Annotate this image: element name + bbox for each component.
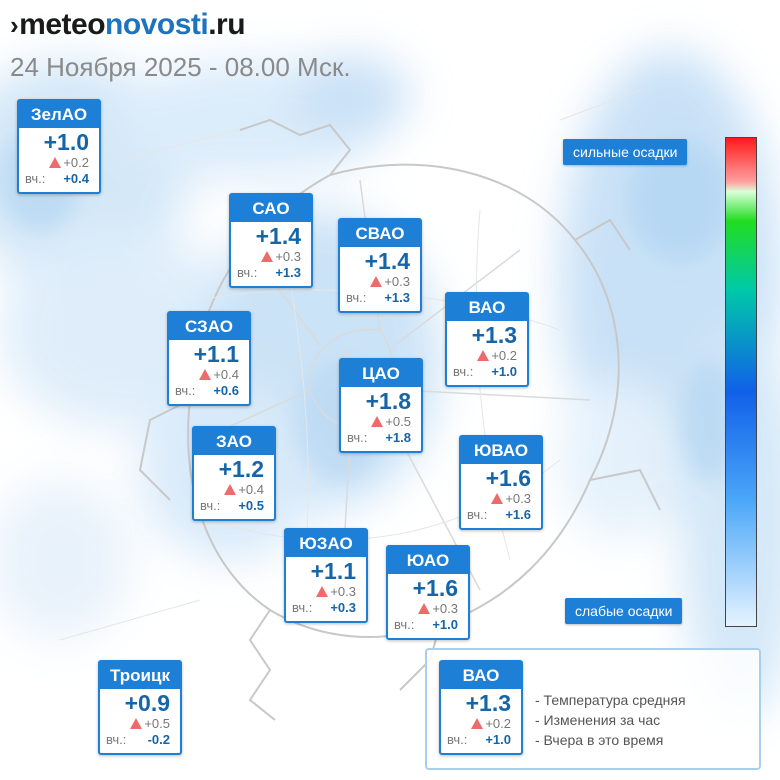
district-name: ВАО (441, 662, 521, 689)
district-change: +0.5 (100, 716, 180, 732)
district-card-vao[interactable]: ВАО +1.3 +0.2 вч.: +1.0 (445, 292, 529, 387)
district-name: ЮАО (388, 547, 468, 574)
district-temperature: +1.1 (310, 558, 356, 584)
district-temperature: +0.9 (124, 690, 170, 716)
triangle-up-icon (371, 416, 384, 427)
district-card-szao[interactable]: СЗАО +1.1 +0.4 вч.: +0.6 (167, 311, 251, 406)
district-yesterday: вч.: +0.4 (25, 171, 89, 186)
district-temperature: +1.3 (465, 690, 511, 716)
district-name: СЗАО (169, 313, 249, 340)
district-card-yuzao[interactable]: ЮЗАО +1.1 +0.3 вч.: +0.3 (284, 528, 368, 623)
precip-heavy-label: сильные осадки (563, 139, 688, 165)
legend-line-change: - Изменения за час (535, 712, 661, 728)
district-name: Троицк (100, 662, 180, 689)
legend-descriptions: - Температура средняя - Изменения за час… (535, 690, 686, 750)
district-temperature: +1.8 (365, 388, 411, 414)
district-temperature: +1.3 (471, 322, 517, 348)
district-change: +0.2 (447, 348, 527, 364)
triangle-up-icon (130, 718, 143, 729)
district-temperature: +1.4 (364, 248, 410, 274)
district-yesterday: вч.: +0.6 (175, 383, 239, 398)
district-yesterday: вч.: +1.3 (346, 290, 410, 305)
district-name: ЮВАО (461, 437, 541, 464)
district-card-zao[interactable]: ЗАО +1.2 +0.4 вч.: +0.5 (192, 426, 276, 521)
triangle-up-icon (316, 586, 329, 597)
triangle-up-icon (261, 251, 274, 262)
district-yesterday: вч.: +1.6 (467, 507, 531, 522)
district-name: ЮЗАО (286, 530, 366, 557)
district-card-svao[interactable]: СВАО +1.4 +0.3 вч.: +1.3 (338, 218, 422, 313)
legend-line-yesterday: - Вчера в это время (535, 732, 664, 748)
district-change: +0.3 (231, 249, 311, 265)
district-change: +0.3 (388, 601, 468, 617)
district-name: СВАО (340, 220, 420, 247)
district-change: +0.4 (194, 482, 274, 498)
district-yesterday: вч.: -0.2 (106, 732, 170, 747)
site-logo: ›meteonovosti.ru (10, 8, 246, 42)
district-card-cao[interactable]: ЦАО +1.8 +0.5 вч.: +1.8 (339, 358, 423, 453)
district-name: ЗелАО (19, 101, 99, 128)
chevron-right-icon: › (10, 10, 19, 40)
district-yesterday: вч.: +1.0 (394, 617, 458, 632)
triangle-up-icon (370, 276, 383, 287)
district-temperature: +1.0 (43, 129, 89, 155)
district-yesterday: вч.: +1.3 (237, 265, 301, 280)
legend-line-temperature: - Температура средняя (535, 692, 686, 708)
district-change: +0.3 (461, 491, 541, 507)
district-card-yuvao[interactable]: ЮВАО +1.6 +0.3 вч.: +1.6 (459, 435, 543, 530)
district-temperature: +1.1 (193, 341, 239, 367)
district-change: +0.2 (19, 155, 99, 171)
district-name: САО (231, 195, 311, 222)
logo-text-meteo: meteo (19, 8, 106, 41)
district-yesterday: вч.: +0.5 (200, 498, 264, 513)
district-yesterday: вч.: +1.8 (347, 430, 411, 445)
district-card-troitsk[interactable]: Троицк +0.9 +0.5 вч.: -0.2 (98, 660, 182, 755)
district-yesterday: вч.: +1.0 (447, 732, 511, 747)
triangle-up-icon (49, 157, 62, 168)
triangle-up-icon (477, 350, 490, 361)
district-card-zelao[interactable]: ЗелАО +1.0 +0.2 вч.: +0.4 (17, 99, 101, 194)
district-card-sao[interactable]: САО +1.4 +0.3 вч.: +1.3 (229, 193, 313, 288)
district-change: +0.2 (441, 716, 521, 732)
precip-color-scale (725, 137, 757, 627)
logo-text-domain: .ru (208, 8, 246, 41)
district-name: ЦАО (341, 360, 421, 387)
legend-sample-card: ВАО +1.3 +0.2 вч.: +1.0 (439, 660, 523, 755)
district-name: ВАО (447, 294, 527, 321)
triangle-up-icon (224, 484, 237, 495)
triangle-up-icon (491, 493, 504, 504)
district-temperature: +1.6 (485, 465, 531, 491)
district-change: +0.3 (286, 584, 366, 600)
precip-light-label: слабые осадки (565, 598, 683, 624)
district-temperature: +1.6 (412, 575, 458, 601)
district-card-yuao[interactable]: ЮАО +1.6 +0.3 вч.: +1.0 (386, 545, 470, 640)
district-yesterday: вч.: +0.3 (292, 600, 356, 615)
triangle-up-icon (418, 603, 431, 614)
district-name: ЗАО (194, 428, 274, 455)
triangle-up-icon (471, 718, 484, 729)
triangle-up-icon (199, 369, 212, 380)
district-temperature: +1.4 (255, 223, 301, 249)
date-time-subtitle: 24 Ноября 2025 - 08.00 Мск. (10, 52, 351, 82)
district-change: +0.4 (169, 367, 249, 383)
district-change: +0.5 (341, 414, 421, 430)
logo-text-novosti: novosti (105, 8, 209, 41)
district-change: +0.3 (340, 274, 420, 290)
district-temperature: +1.2 (218, 456, 264, 482)
district-yesterday: вч.: +1.0 (453, 364, 517, 379)
